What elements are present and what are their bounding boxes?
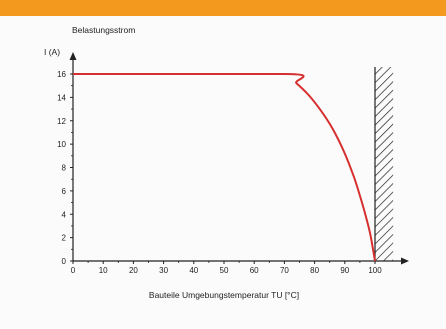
x-tick-label: 0 xyxy=(71,266,76,275)
x-axis-label: Bauteile Umgebungstemperatur TU [°C] xyxy=(149,290,299,300)
x-tick-label: 60 xyxy=(250,266,259,275)
x-tick-label: 100 xyxy=(368,266,382,275)
chart-title: Belastungsstrom xyxy=(72,25,135,35)
x-axis-arrow xyxy=(401,257,409,265)
x-tick-label: 90 xyxy=(340,266,349,275)
chart-axes xyxy=(69,52,409,265)
y-axis-arrow xyxy=(69,52,77,60)
x-tick-label: 80 xyxy=(310,266,319,275)
x-tick-label: 20 xyxy=(129,266,138,275)
hatched-region-fill xyxy=(375,67,394,261)
y-tick-label: 4 xyxy=(62,210,67,219)
y-tick-label: 6 xyxy=(62,187,67,196)
series-line xyxy=(73,73,376,262)
x-tick-label: 50 xyxy=(220,266,229,275)
y-axis-label: I (A) xyxy=(44,47,60,57)
top-accent-bar xyxy=(0,0,446,16)
chart-ticks: 0 10 20 30 40 50 60 70 80 90 100 0 2 4 6 8 10 12 14 16 xyxy=(57,70,382,275)
y-tick-label: 2 xyxy=(62,234,67,243)
y-tick-label: 8 xyxy=(62,164,67,173)
x-tick-label: 30 xyxy=(159,266,168,275)
y-tick-label: 14 xyxy=(57,93,66,102)
y-tick-label: 10 xyxy=(57,140,66,149)
chart-series xyxy=(73,73,376,262)
chart-card: Belastungsstrom I (A) Bauteile Umgebungs… xyxy=(0,16,446,329)
x-tick-label: 40 xyxy=(189,266,198,275)
y-tick-label: 16 xyxy=(57,70,66,79)
x-tick-label: 70 xyxy=(280,266,289,275)
y-tick-label: 12 xyxy=(57,117,66,126)
y-tick-label: 0 xyxy=(62,257,67,266)
hatched-limit-region xyxy=(374,67,394,261)
derating-chart: Belastungsstrom I (A) Bauteile Umgebungs… xyxy=(44,25,409,300)
x-tick-label: 10 xyxy=(99,266,108,275)
